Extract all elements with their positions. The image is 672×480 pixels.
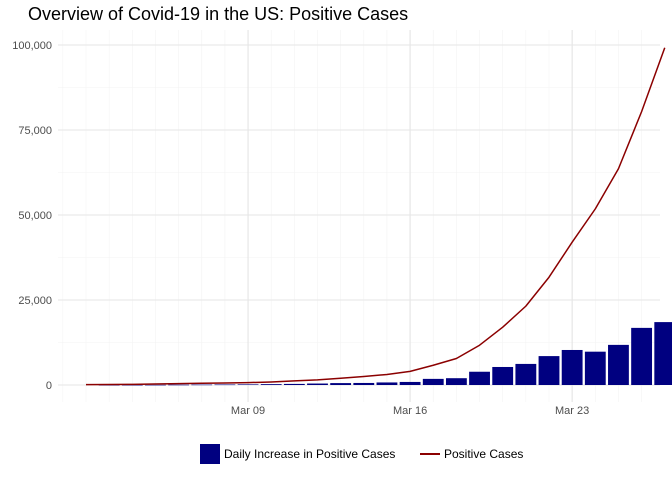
- y-tick-label: 100,000: [12, 40, 52, 52]
- bar-daily-increase: [492, 366, 514, 385]
- bar-daily-increase: [353, 382, 375, 385]
- y-tick-label: 0: [46, 380, 52, 392]
- y-tick-label: 75,000: [18, 125, 52, 137]
- bar-daily-increase: [168, 384, 190, 386]
- chart-plot-area: 0 25,000 50,000 75,000 100,000 Mar 09 Mar 16 Ma…: [12, 30, 672, 417]
- chart-legend: Daily Increase in Positive Cases Positiv…: [0, 440, 672, 468]
- bar-daily-increase: [631, 327, 653, 385]
- y-tick-label: 25,000: [18, 295, 52, 307]
- bar-daily-increase: [445, 378, 467, 385]
- x-tick-label: Mar 16: [393, 405, 427, 417]
- bar-daily-increase: [608, 344, 629, 385]
- chart-title: Overview of Covid-19 in the US: Positive…: [28, 4, 409, 24]
- bar-daily-increase: [515, 363, 537, 385]
- bar-daily-increase: [538, 356, 560, 385]
- bar-daily-increase: [260, 384, 282, 385]
- bar-daily-increase: [307, 383, 328, 385]
- bar-daily-increase: [214, 384, 236, 386]
- bar-daily-increase: [191, 384, 213, 386]
- legend-label-positive-cases: Positive Cases: [444, 447, 524, 461]
- bar-daily-increase: [561, 349, 583, 385]
- x-tick-label: Mar 23: [555, 405, 589, 417]
- legend-item-positive-cases: Positive Cases: [420, 440, 523, 468]
- legend-swatch-bar: [200, 444, 220, 464]
- bar-daily-increase: [145, 384, 166, 386]
- bar-daily-increase: [121, 384, 143, 386]
- legend-label-daily-increase: Daily Increase in Positive Cases: [224, 447, 396, 461]
- legend-item-daily-increase: Daily Increase in Positive Cases: [200, 440, 395, 468]
- bar-daily-increase: [330, 383, 352, 385]
- bar-daily-increase: [654, 322, 672, 385]
- y-tick-label: 50,000: [18, 210, 52, 222]
- bar-daily-increase: [376, 382, 398, 385]
- bar-daily-increase: [399, 381, 421, 385]
- line-positive-cases: [85, 47, 666, 386]
- bar-daily-increase: [469, 371, 490, 385]
- bar-daily-increase: [283, 383, 305, 385]
- bar-daily-increase: [237, 384, 259, 385]
- bar-daily-increase: [422, 378, 444, 385]
- legend-swatch-line: [420, 453, 440, 455]
- bar-daily-increase: [584, 351, 606, 385]
- x-tick-label: Mar 09: [231, 405, 265, 417]
